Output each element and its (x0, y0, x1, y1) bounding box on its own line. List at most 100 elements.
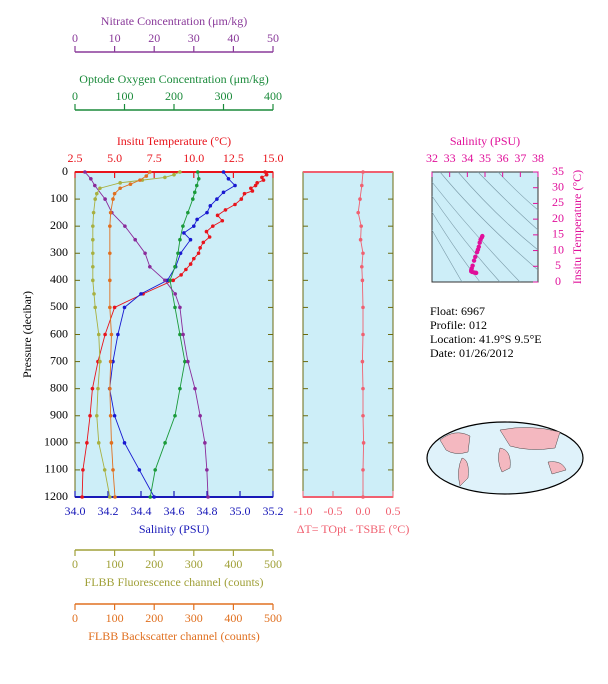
ts-point (471, 258, 477, 263)
delta-line-point (360, 183, 364, 188)
y-tick-label: 900 (50, 408, 68, 422)
profile-line-point (163, 278, 167, 283)
profile-line-point (111, 468, 115, 472)
profile-line-point (196, 176, 201, 181)
profile-line-point (91, 264, 95, 269)
x-tick-label: 37 (514, 151, 526, 165)
delta-line-point (360, 264, 364, 269)
profile-line-point (108, 386, 112, 391)
x-tick-label: 100 (106, 611, 124, 625)
profile-line-point (195, 217, 199, 222)
profile-line-point (165, 278, 170, 283)
x-axis-label: Optode Oxygen Concentration (μm/kg) (79, 72, 268, 86)
x-tick-label: 0.5 (386, 504, 401, 518)
profile-line-point (233, 202, 237, 207)
profile-line-point (98, 359, 102, 364)
profile-line-point (188, 262, 193, 266)
profile-line-point (98, 186, 102, 191)
y-tick-label: 1100 (44, 462, 68, 476)
profile-line-point (109, 332, 114, 337)
profile-line-point (263, 170, 267, 174)
y-tick-label: 500 (50, 299, 68, 313)
profile-line-point (96, 441, 101, 445)
profile-line-point (205, 468, 209, 472)
y-tick-label: 400 (50, 272, 68, 286)
x-tick-label: 36 (497, 151, 509, 165)
profile-line-point (93, 305, 97, 310)
profile-line-point (242, 191, 247, 196)
profile-line-point (221, 170, 226, 174)
x-tick-label: 0.0 (356, 504, 371, 518)
profile-line-point (148, 264, 152, 269)
delta-line-point (358, 237, 363, 242)
profile-line-point (112, 305, 117, 310)
profile-line-point (94, 413, 99, 418)
profile-line-point (93, 183, 97, 188)
x-tick-label: 10 (109, 31, 121, 45)
profile-line-point (137, 468, 142, 472)
x-tick-label: 10.0 (183, 151, 204, 165)
x-tick-label: 500 (264, 611, 282, 625)
x-tick-label: 400 (224, 611, 242, 625)
profile-line-point (201, 240, 206, 245)
x-tick-label: 38 (532, 151, 544, 165)
delta-plot-area (302, 171, 394, 498)
profile-line-point (116, 332, 120, 337)
ts-plot-area (431, 171, 539, 283)
profile-line-point (211, 224, 215, 228)
chart-title: Salinity (PSU) (450, 134, 520, 148)
delta-line-point (356, 210, 361, 215)
profile-line-point (122, 305, 127, 310)
x-axis-label: Salinity (PSU) (139, 522, 209, 536)
x-tick-label: 34.4 (131, 504, 152, 518)
profile-line-point (250, 189, 255, 193)
profile-line-point (144, 174, 149, 178)
x-tick-label: 300 (185, 611, 203, 625)
profile-line-point (208, 204, 213, 208)
profile-line-point (111, 197, 115, 201)
y-tick-label: 800 (50, 380, 68, 394)
profile-line-point (198, 246, 202, 250)
delta-line-point (359, 224, 364, 228)
x-tick-label: 300 (185, 557, 203, 571)
profile-line-point (178, 305, 182, 310)
profile-line-point (203, 441, 207, 445)
info-date: Date: 01/26/2012 (430, 346, 514, 360)
profile-line-point (220, 218, 225, 223)
profile-line-point (143, 251, 147, 256)
world-map (426, 421, 584, 495)
profile-line-point (172, 172, 176, 177)
ts-point (477, 240, 482, 245)
x-tick-label: 34.8 (197, 504, 218, 518)
ts-point (473, 270, 479, 276)
profile-line-point (173, 292, 177, 296)
y-tick-label: 300 (50, 245, 68, 259)
profile-line-point (108, 413, 113, 418)
profile-line-point (179, 273, 183, 277)
profile-line-point (88, 413, 92, 418)
profile-line-point (184, 267, 188, 272)
profile-line-point (196, 251, 201, 256)
x-axis-label: Insitu Temperature (°C) (117, 134, 231, 148)
profile-line-point (183, 359, 187, 364)
y-axis-label: Insitu Temperature (°C) (570, 170, 584, 284)
y-tick-label: 5 (555, 258, 561, 272)
profile-line-point (205, 210, 209, 215)
profile-line-point (108, 359, 113, 364)
profile-line-point (255, 181, 259, 185)
x-tick-label: 12.5 (223, 151, 244, 165)
x-tick-label: 50 (267, 31, 279, 45)
profile-line-point (188, 237, 193, 242)
profile-line-point (233, 183, 237, 188)
profile-line-point (264, 172, 269, 177)
x-tick-label: 100 (116, 89, 134, 103)
delta-line-point (361, 305, 365, 310)
profile-line-point (139, 292, 143, 296)
profile-line-point (152, 495, 156, 499)
delta-line-point (358, 197, 362, 201)
density-contours (431, 171, 539, 283)
profile-line-point (173, 413, 177, 418)
y-tick-label: 0 (555, 274, 561, 288)
profile-line-point (198, 413, 202, 418)
